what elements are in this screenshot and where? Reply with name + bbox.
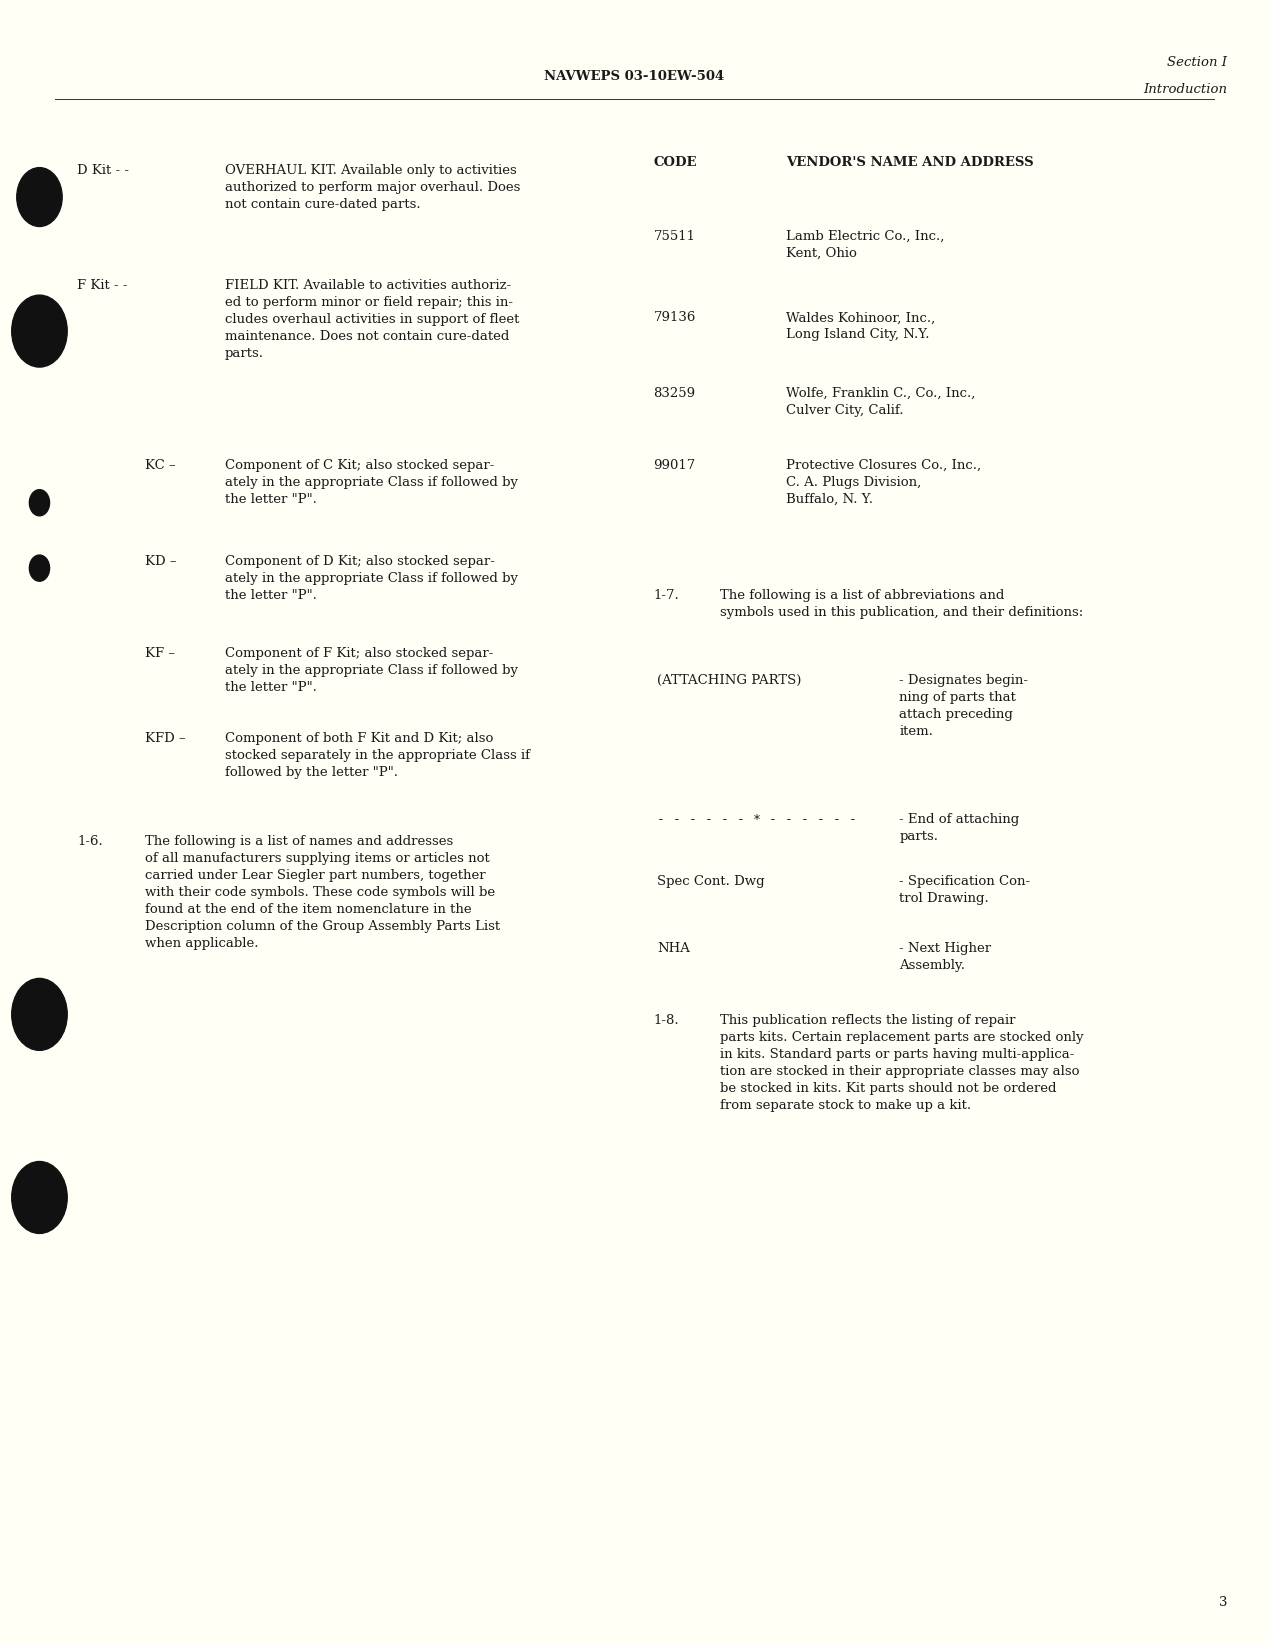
Text: D Kit - -: D Kit - - [77,164,129,177]
Text: Introduction: Introduction [1143,82,1227,95]
Text: 79136: 79136 [654,312,695,324]
Text: NHA: NHA [657,943,690,956]
Text: KD –: KD – [146,555,176,568]
Text: Protective Closures Co., Inc.,
C. A. Plugs Division,
Buffalo, N. Y.: Protective Closures Co., Inc., C. A. Plu… [786,458,981,506]
Text: KC –: KC – [146,458,176,472]
Text: The following is a list of abbreviations and
symbols used in this publication, a: The following is a list of abbreviations… [721,590,1084,619]
Text: Component of D Kit; also stocked separ-
ately in the appropriate Class if follow: Component of D Kit; also stocked separ- … [225,555,518,601]
Text: Wolfe, Franklin C., Co., Inc.,
Culver City, Calif.: Wolfe, Franklin C., Co., Inc., Culver Ci… [786,386,975,417]
Text: Component of F Kit; also stocked separ-
ately in the appropriate Class if follow: Component of F Kit; also stocked separ- … [225,647,518,693]
Text: - - - - - - * - - - - - -: - - - - - - * - - - - - - [657,813,857,826]
Text: 1-7.: 1-7. [654,590,679,603]
Text: 1-8.: 1-8. [654,1014,679,1027]
Text: Component of both F Kit and D Kit; also
stocked separately in the appropriate Cl: Component of both F Kit and D Kit; also … [225,731,529,779]
Text: Lamb Electric Co., Inc.,
Kent, Ohio: Lamb Electric Co., Inc., Kent, Ohio [786,230,944,260]
Circle shape [11,979,67,1050]
Text: FIELD KIT. Available to activities authoriz-
ed to perform minor or field repair: FIELD KIT. Available to activities autho… [225,279,519,360]
Text: OVERHAUL KIT. Available only to activities
authorized to perform major overhaul.: OVERHAUL KIT. Available only to activiti… [225,164,520,212]
Circle shape [29,555,49,582]
Text: Waldes Kohinoor, Inc.,
Long Island City, N.Y.: Waldes Kohinoor, Inc., Long Island City,… [786,312,935,342]
Text: F Kit - -: F Kit - - [77,279,128,292]
Text: - Next Higher
Assembly.: - Next Higher Assembly. [900,943,991,973]
Text: CODE: CODE [654,156,697,169]
Text: - Designates begin-
ning of parts that
attach preceding
item.: - Designates begin- ning of parts that a… [900,674,1028,738]
Text: 3: 3 [1218,1597,1227,1610]
Text: KF –: KF – [146,647,175,659]
Text: Section I: Section I [1167,56,1227,69]
Text: NAVWEPS 03-10EW-504: NAVWEPS 03-10EW-504 [544,69,725,82]
Text: VENDOR'S NAME AND ADDRESS: VENDOR'S NAME AND ADDRESS [786,156,1033,169]
Text: Spec Cont. Dwg: Spec Cont. Dwg [657,876,765,889]
Text: 83259: 83259 [654,386,695,399]
Circle shape [11,1162,67,1234]
Circle shape [29,490,49,516]
Text: 99017: 99017 [654,458,695,472]
Text: 75511: 75511 [654,230,695,243]
Text: The following is a list of names and addresses
of all manufacturers supplying it: The following is a list of names and add… [146,835,500,950]
Text: - End of attaching
parts.: - End of attaching parts. [900,813,1019,843]
Circle shape [11,296,67,366]
Text: Component of C Kit; also stocked separ-
ately in the appropriate Class if follow: Component of C Kit; also stocked separ- … [225,458,518,506]
Text: KFD –: KFD – [146,731,187,744]
Text: This publication reflects the listing of repair
parts kits. Certain replacement : This publication reflects the listing of… [721,1014,1084,1112]
Text: (ATTACHING PARTS): (ATTACHING PARTS) [657,674,802,687]
Text: - Specification Con-
trol Drawing.: - Specification Con- trol Drawing. [900,876,1030,905]
Text: 1-6.: 1-6. [77,835,103,848]
Circle shape [16,168,62,227]
